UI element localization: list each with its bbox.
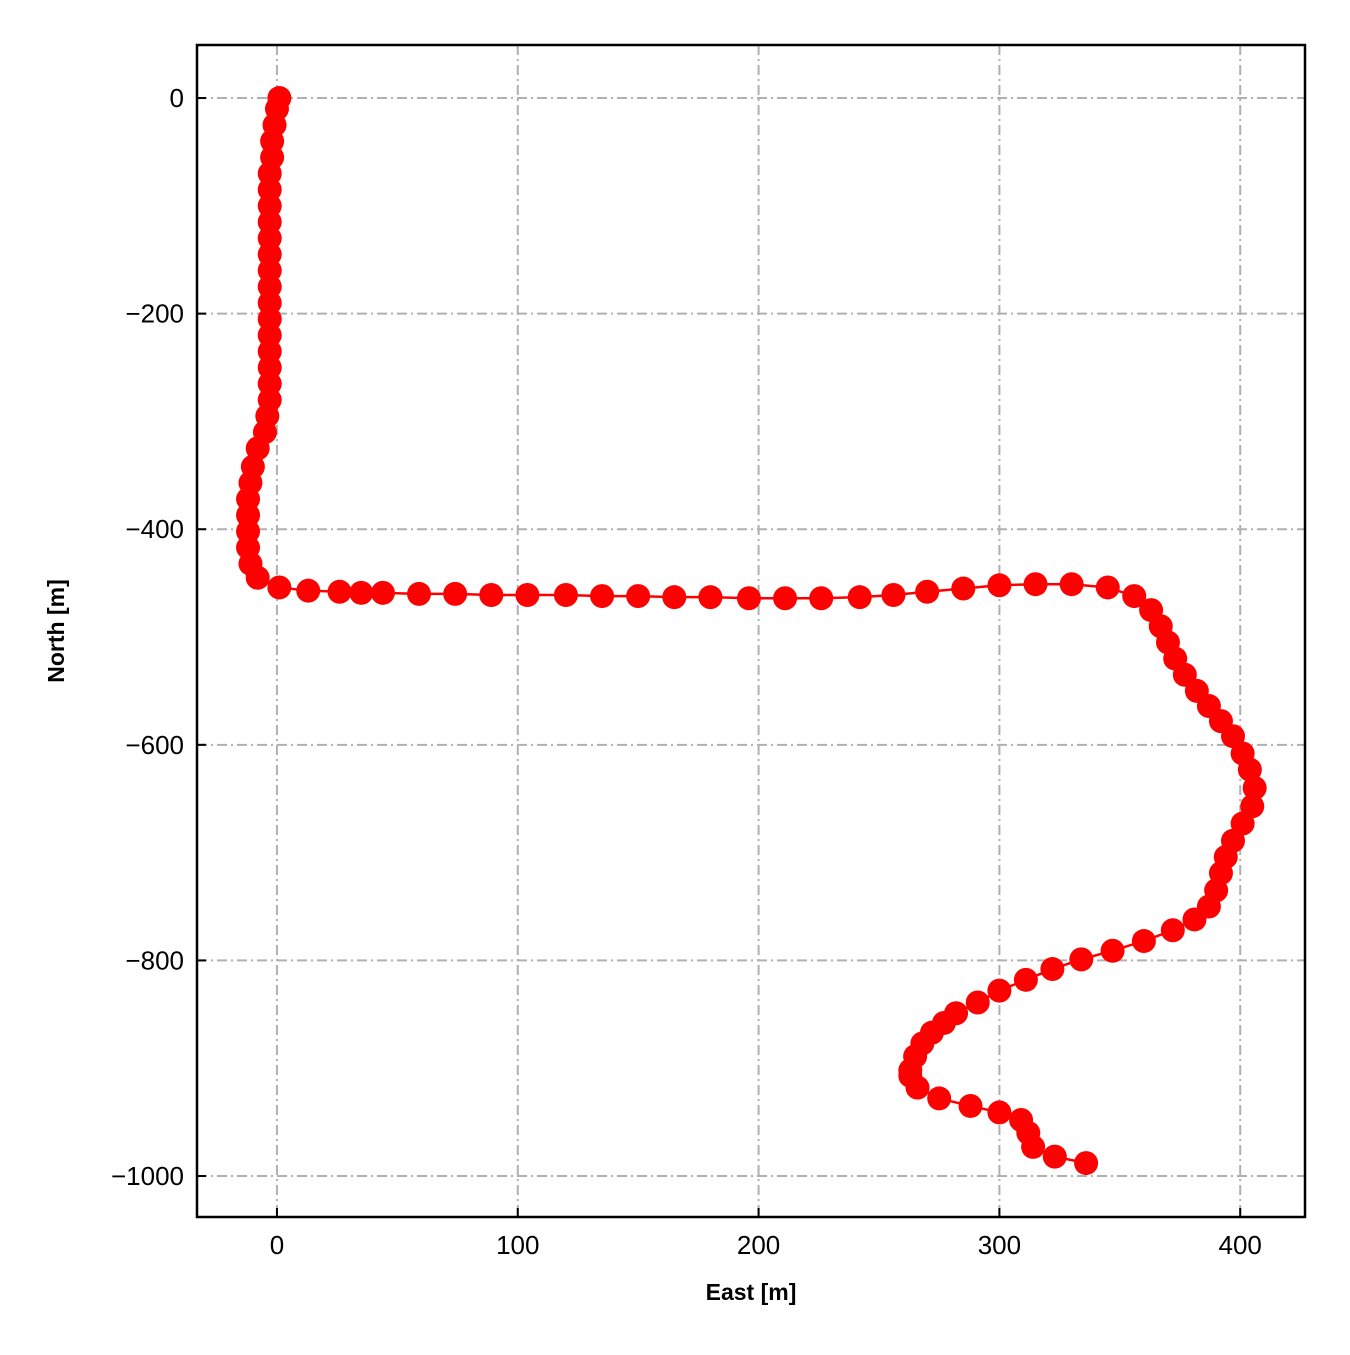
y-tick-label: −600	[125, 730, 184, 760]
point	[927, 1086, 952, 1111]
point	[407, 581, 432, 606]
y-tick-label: −1000	[111, 1161, 184, 1191]
point	[515, 582, 540, 607]
point	[1122, 584, 1147, 609]
point	[809, 586, 834, 611]
point	[698, 585, 723, 610]
point	[443, 581, 468, 606]
point	[626, 584, 651, 609]
point	[1182, 907, 1207, 932]
point	[1237, 757, 1262, 782]
point	[987, 978, 1012, 1003]
point	[1074, 1151, 1099, 1176]
point	[245, 436, 270, 461]
x-tick-label: 0	[270, 1230, 284, 1260]
point	[987, 573, 1012, 598]
x-tick-label: 100	[496, 1230, 539, 1260]
point	[1069, 947, 1094, 972]
point	[1021, 1134, 1046, 1159]
point	[958, 1093, 983, 1118]
point	[881, 582, 906, 607]
point	[327, 579, 352, 604]
point	[479, 582, 504, 607]
y-tick-label: −800	[125, 945, 184, 975]
point	[662, 585, 687, 610]
y-tick-label: −400	[125, 514, 184, 544]
point	[1131, 929, 1156, 954]
point	[296, 578, 321, 603]
point	[1242, 775, 1267, 800]
point	[1100, 938, 1125, 963]
point	[915, 579, 940, 604]
point	[965, 990, 990, 1015]
point	[1042, 1144, 1067, 1169]
y-axis-label: North [m]	[43, 579, 69, 682]
point	[370, 580, 395, 605]
point	[773, 586, 798, 611]
y-tick-label: −200	[125, 299, 184, 329]
point	[1013, 967, 1038, 992]
point	[1095, 575, 1120, 600]
trajectory-line	[246, 97, 1256, 1165]
x-tick-label: 200	[737, 1230, 780, 1260]
point	[1040, 957, 1065, 982]
point	[987, 1100, 1012, 1125]
point	[847, 585, 872, 610]
point	[905, 1075, 930, 1100]
y-tick-label: 0	[170, 83, 184, 113]
point	[349, 580, 374, 605]
point	[736, 586, 761, 611]
x-tick-label: 400	[1219, 1230, 1262, 1260]
point	[245, 565, 270, 590]
plot-frame	[195, 43, 1307, 1219]
point	[951, 576, 976, 601]
point	[1160, 918, 1185, 943]
x-tick-label: 300	[978, 1230, 1021, 1260]
x-axis-label: East [m]	[706, 1279, 797, 1305]
point	[553, 582, 578, 607]
point	[590, 584, 615, 609]
point	[267, 575, 292, 600]
point	[1059, 572, 1084, 597]
point	[1023, 572, 1048, 597]
